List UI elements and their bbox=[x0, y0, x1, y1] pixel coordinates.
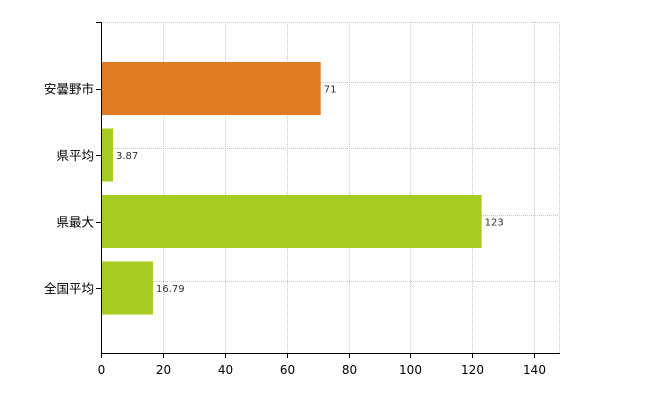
labels: 71 安曇野市 3.87 県平均 123 県最大 16.79 全国平均 0 20 40 60 80 100… bbox=[44, 82, 546, 378]
category-label-2: 県平均 bbox=[56, 148, 94, 163]
data-label-4: 16.79 bbox=[156, 284, 185, 295]
category-label-1: 安曇野市 bbox=[44, 82, 94, 97]
bar-2 bbox=[102, 128, 113, 182]
x-tick-label: 0 bbox=[98, 363, 106, 377]
x-tick-label: 100 bbox=[399, 363, 422, 377]
data-label-3: 123 bbox=[485, 218, 504, 229]
x-tick-label: 40 bbox=[218, 363, 233, 377]
category-label-3: 県最大 bbox=[56, 215, 94, 230]
bar-4 bbox=[102, 261, 153, 315]
data-label-1: 71 bbox=[324, 85, 337, 96]
x-tick-label: 140 bbox=[523, 363, 546, 377]
data-label-2: 3.87 bbox=[116, 151, 138, 162]
bar-1 bbox=[102, 62, 321, 115]
bar-3 bbox=[102, 195, 482, 248]
x-tick-label: 80 bbox=[342, 363, 357, 377]
x-tick-label: 60 bbox=[280, 363, 295, 377]
x-tick-label: 20 bbox=[156, 363, 171, 377]
axes bbox=[96, 22, 560, 358]
x-tick-label: 120 bbox=[461, 363, 484, 377]
bars bbox=[102, 62, 482, 315]
category-label-4: 全国平均 bbox=[44, 281, 94, 296]
